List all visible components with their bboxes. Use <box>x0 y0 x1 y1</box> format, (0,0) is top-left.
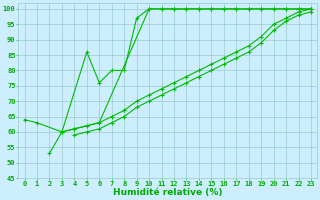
X-axis label: Humidité relative (%): Humidité relative (%) <box>113 188 222 197</box>
